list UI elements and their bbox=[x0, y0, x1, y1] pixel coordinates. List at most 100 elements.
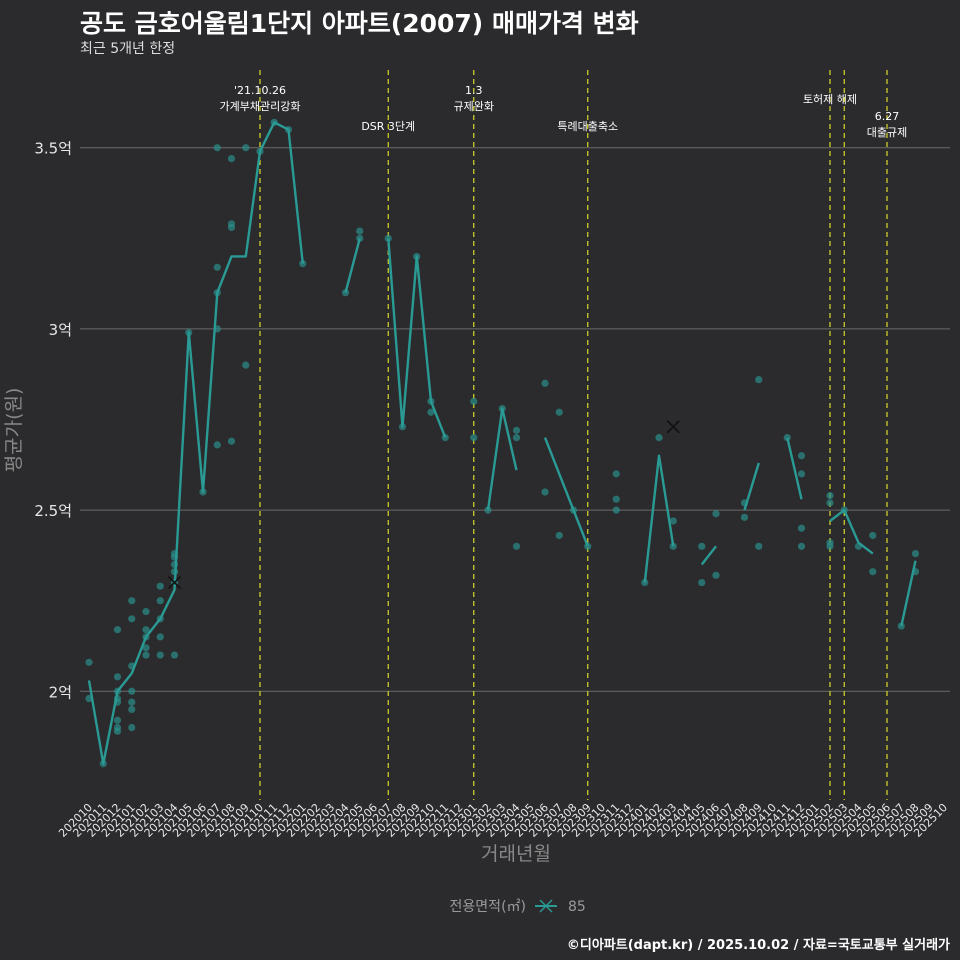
data-point bbox=[541, 379, 549, 387]
data-point bbox=[712, 510, 720, 518]
data-point bbox=[227, 154, 236, 163]
data-point bbox=[113, 716, 122, 724]
data-point bbox=[470, 434, 478, 442]
data-point bbox=[142, 607, 150, 616]
data-point bbox=[227, 437, 236, 445]
data-point bbox=[869, 568, 877, 576]
data-point bbox=[170, 651, 179, 659]
data-point bbox=[612, 495, 620, 503]
data-point bbox=[113, 727, 122, 735]
data-point bbox=[712, 571, 720, 579]
data-point bbox=[242, 361, 250, 369]
series-line bbox=[344, 237, 361, 294]
series-line bbox=[643, 454, 675, 583]
series-line bbox=[543, 437, 589, 547]
data-point bbox=[85, 658, 93, 666]
data-point bbox=[470, 397, 478, 405]
data-point bbox=[427, 408, 435, 416]
data-point bbox=[797, 470, 806, 478]
data-point bbox=[669, 517, 677, 525]
data-point bbox=[156, 582, 164, 590]
axis-layer: 2억2.5억3억3.5억2020102020112020122021012021… bbox=[3, 140, 950, 865]
event-label: 가계부채관리강화 bbox=[220, 100, 301, 113]
data-point bbox=[911, 549, 920, 558]
series-line bbox=[387, 238, 447, 439]
data-point bbox=[156, 633, 164, 641]
y-tick-label: 3.5억 bbox=[34, 140, 72, 158]
data-point bbox=[612, 506, 620, 514]
event-label: 토허제 해제 bbox=[803, 92, 857, 106]
data-point bbox=[869, 531, 877, 540]
data-point bbox=[242, 144, 250, 152]
data-point bbox=[555, 531, 563, 540]
legend: 전용면적(㎡) 85 bbox=[450, 899, 586, 915]
data-point bbox=[128, 698, 136, 706]
event-label: 대출규제 bbox=[867, 126, 907, 139]
event-label: 1.3 bbox=[465, 84, 483, 97]
event-label: 특례대출축소 bbox=[557, 120, 618, 133]
data-point bbox=[797, 452, 806, 460]
data-point bbox=[213, 144, 221, 152]
data-point bbox=[512, 542, 521, 550]
legend-x-icon bbox=[539, 899, 553, 913]
x-marker-stroke bbox=[167, 576, 182, 590]
data-point bbox=[826, 499, 834, 507]
data-point bbox=[213, 441, 221, 449]
legend-title: 전용면적(㎡) bbox=[450, 899, 526, 915]
data-point bbox=[512, 434, 521, 442]
data-point bbox=[669, 542, 677, 550]
data-point bbox=[797, 542, 806, 550]
data-point bbox=[213, 263, 221, 271]
series-line bbox=[87, 121, 304, 765]
series-line bbox=[900, 560, 917, 627]
data-point bbox=[128, 705, 136, 714]
data-point bbox=[156, 597, 164, 605]
event-label: DSR 3단계 bbox=[361, 120, 415, 133]
y-axis-title: 평균가(원) bbox=[3, 388, 25, 473]
y-tick-label: 2억 bbox=[49, 683, 72, 701]
y-tick-label: 3억 bbox=[49, 321, 72, 339]
chart-title: 공도 금호어울림1단지 아파트(2007) 매매가격 변화 bbox=[80, 9, 639, 38]
data-point bbox=[356, 227, 364, 235]
series-line bbox=[700, 545, 717, 566]
chart-subtitle: 최근 5개년 한정 bbox=[80, 41, 176, 57]
data-point bbox=[142, 644, 150, 652]
data-point bbox=[227, 223, 236, 232]
event-label: 규제완화 bbox=[454, 100, 494, 113]
legend-label: 85 bbox=[568, 899, 586, 915]
x-marker bbox=[167, 576, 182, 590]
data-point bbox=[156, 651, 164, 659]
x-axis-title: 거래년월 bbox=[481, 843, 551, 865]
data-point bbox=[740, 513, 749, 521]
data-point bbox=[113, 673, 122, 681]
data-point bbox=[128, 723, 136, 732]
series-line bbox=[829, 508, 874, 555]
x-marker-stroke bbox=[666, 420, 680, 434]
data-point bbox=[128, 615, 136, 623]
marker-layer bbox=[167, 420, 680, 590]
data-point bbox=[826, 492, 834, 500]
event-label: '21.10.26 bbox=[234, 84, 286, 97]
data-point bbox=[128, 687, 136, 695]
source-caption: ©디아파트(dapt.kr) / 2025.10.02 / 자료=국토교통부 실… bbox=[566, 938, 950, 953]
data-point bbox=[512, 426, 521, 434]
data-point bbox=[612, 470, 620, 478]
data-point bbox=[797, 524, 806, 532]
line-layer bbox=[87, 121, 917, 765]
series-line bbox=[786, 437, 803, 500]
data-point bbox=[142, 651, 150, 659]
point-layer bbox=[85, 118, 920, 768]
data-point bbox=[555, 408, 563, 416]
data-point bbox=[755, 376, 763, 384]
y-tick-label: 2.5억 bbox=[34, 502, 72, 520]
data-point bbox=[128, 597, 136, 605]
grid-layer bbox=[80, 147, 950, 692]
data-point bbox=[698, 578, 706, 587]
data-point bbox=[755, 542, 763, 550]
data-point bbox=[113, 626, 122, 634]
x-marker bbox=[666, 420, 680, 434]
data-point bbox=[826, 542, 834, 550]
series-line bbox=[743, 462, 760, 511]
